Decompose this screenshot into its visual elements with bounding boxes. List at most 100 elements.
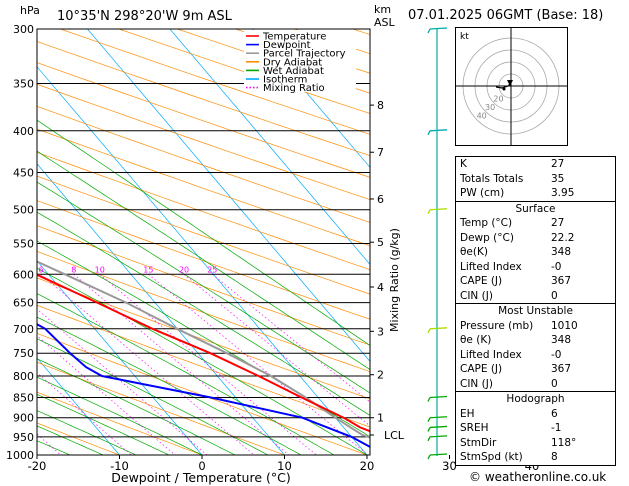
mixing-ratio-label: 20 xyxy=(179,265,189,274)
dewpoint-line xyxy=(37,323,370,448)
most-unstable-row: CAPE (J) 367 xyxy=(456,362,615,377)
hodograph-index-label: EH xyxy=(460,407,475,420)
km-tick-label: 2 xyxy=(377,369,384,382)
most-unstable-value: 0 xyxy=(551,377,558,390)
top-indices: K 27 Totals Totals 35 PW (cm) 3.95 xyxy=(456,157,615,201)
hodograph-index-value: 8 xyxy=(551,451,558,463)
wind-barb xyxy=(429,416,448,419)
surface-value: -0 xyxy=(551,260,562,273)
most-unstable-row: Pressure (mb) 1010 xyxy=(456,319,615,334)
index-row: K 27 xyxy=(456,157,615,172)
most-unstable-title: Most Unstable xyxy=(498,305,573,317)
km-tick-label: 4 xyxy=(377,281,384,294)
km-tick-label: 3 xyxy=(377,325,384,338)
mixing-ratio-label: 25 xyxy=(207,265,217,274)
wind-barb-flag xyxy=(427,436,431,442)
index-row: PW (cm) 3.95 xyxy=(456,186,615,201)
hodograph-index-label: SREH xyxy=(460,422,489,434)
surface-row: θe(K) 348 xyxy=(456,245,615,260)
dry-adiabat xyxy=(37,62,370,178)
wet-adiabat xyxy=(37,316,302,455)
surface-value: 27 xyxy=(551,217,565,229)
wet-adiabat xyxy=(37,410,137,455)
hodograph-index-label: StmSpd (kt) xyxy=(460,451,523,463)
most-unstable-value: 348 xyxy=(551,334,572,346)
surface-label: Temp (°C) xyxy=(460,217,513,229)
wet-adiabat xyxy=(37,338,269,455)
most-unstable-row: θe (K) 348 xyxy=(456,333,615,348)
hodograph-ring-label: 40 xyxy=(477,111,487,120)
isotherm-line xyxy=(37,357,120,455)
pressure-tick-label: 350 xyxy=(13,78,34,91)
wet-adiabat xyxy=(37,358,236,455)
mixing-ratio-axis-label: Mixing Ratio (g/kg) xyxy=(388,228,401,332)
surface-row: CAPE (J) 367 xyxy=(456,274,615,289)
km-tick-label: 6 xyxy=(377,193,384,206)
dry-adiabat xyxy=(37,106,370,223)
parcel-trajectory-line xyxy=(37,260,370,439)
mixing-ratio-label: 15 xyxy=(143,265,153,274)
temperature-tick-label: 10 xyxy=(277,459,292,473)
pressure-tick-label: 450 xyxy=(13,166,34,179)
mixing-ratio-line xyxy=(40,274,255,455)
km-tick-label: 8 xyxy=(377,99,384,112)
wind-barb xyxy=(429,129,448,132)
surface-label: θe(K) xyxy=(460,246,488,258)
lcl-label: LCL xyxy=(384,429,405,442)
dry-adiabat xyxy=(37,391,203,455)
index-value: 3.95 xyxy=(551,187,575,199)
pressure-tick-label: 750 xyxy=(13,347,34,360)
dry-adiabat xyxy=(37,41,370,157)
dry-adiabat xyxy=(37,83,370,200)
temperature-tick-label: 20 xyxy=(360,459,375,473)
wind-barb xyxy=(429,327,448,330)
hodograph-index-value: -1 xyxy=(551,422,562,434)
index-value: 27 xyxy=(551,158,565,170)
index-label: K xyxy=(460,158,467,170)
km-label: km xyxy=(374,3,392,16)
wind-barb-flag xyxy=(427,427,431,432)
most-unstable-label: Pressure (mb) xyxy=(460,319,534,332)
pressure-tick-label: 500 xyxy=(13,204,34,217)
hodo-rows: EH 6 SREH -1 StmDir 118° StmSpd (kt) 8 xyxy=(456,407,615,465)
hodograph-index-value: 6 xyxy=(551,407,558,420)
mixing-ratio-label: 10 xyxy=(95,265,105,274)
pressure-tick-label: 1000 xyxy=(6,449,34,462)
surface-title: Surface xyxy=(515,202,556,215)
credit-label: © weatheronline.co.uk xyxy=(469,470,607,484)
surface-value: 0 xyxy=(551,289,558,302)
pressure-tick-label: 400 xyxy=(13,125,34,138)
legend-box xyxy=(244,30,356,92)
wind-barb xyxy=(429,395,448,399)
legend-label: Wet Adiabat xyxy=(263,66,324,77)
wet-adiabat xyxy=(37,150,370,370)
surface-rows: Temp (°C) 27 Dewp (°C) 22.2 θe(K) 348 Lifted I… xyxy=(456,216,615,303)
hodograph-index-row: StmDir 118° xyxy=(456,436,615,451)
most-unstable-label: CIN (J) xyxy=(460,377,493,390)
legend-label: Temperature xyxy=(262,32,326,43)
hodograph-index-row: SREH -1 xyxy=(456,421,615,436)
x-axis-label: Dewpoint / Temperature (°C) xyxy=(111,470,290,485)
wet-adiabat xyxy=(37,240,370,438)
pressure-tick-label: 800 xyxy=(13,370,34,383)
isotherm-line xyxy=(37,163,285,455)
temperature-line xyxy=(37,273,370,433)
hodograph: 40 30 20 kt xyxy=(455,27,568,146)
surface-label: CAPE (J) xyxy=(460,275,503,287)
pressure-tick-label: 850 xyxy=(13,391,34,404)
hodograph-index-row: EH 6 xyxy=(456,407,615,422)
most-unstable-value: 367 xyxy=(551,363,572,375)
hodograph-ring-label: 30 xyxy=(485,103,495,112)
wind-barb xyxy=(429,27,448,30)
index-label: PW (cm) xyxy=(460,187,505,199)
legend-label: Parcel Trajectory xyxy=(263,49,346,60)
wind-barb-flag xyxy=(427,28,431,34)
surface-row: Temp (°C) 27 xyxy=(456,216,615,231)
pressure-tick-label: 650 xyxy=(13,297,34,310)
surface-value: 22.2 xyxy=(551,231,575,244)
temperature-tick-label: 0 xyxy=(198,459,205,473)
pressure-tick-label: 300 xyxy=(13,23,34,36)
wet-adiabat xyxy=(37,393,170,455)
hodograph-title: Hodograph xyxy=(506,393,565,405)
